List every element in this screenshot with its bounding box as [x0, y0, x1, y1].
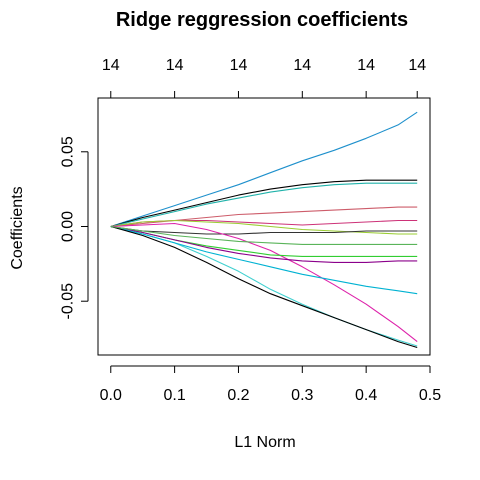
series-line-10 [110, 225, 418, 263]
plot-border [97, 97, 431, 356]
chart-title: Ridge reggression coefficients [116, 9, 408, 31]
series-line-12 [110, 225, 418, 295]
series-group [110, 111, 418, 349]
top-tick-label: 14 [166, 57, 184, 74]
x-tick-label: 0.4 [355, 387, 377, 404]
y-tick-label: 0.05 [60, 136, 77, 167]
series-line-1 [110, 111, 418, 228]
top-axis: 14 14 14 14 14 14 [102, 57, 426, 99]
x-tick-label: 0.5 [419, 387, 441, 404]
x-axis: 0.0 0.1 0.2 0.3 0.4 0.5 [100, 365, 441, 404]
plot-frame [97, 97, 431, 356]
y-axis-label: Coefficients [9, 186, 26, 269]
x-axis-label: L1 Norm [234, 434, 295, 451]
series-line-6 [110, 219, 418, 235]
x-tick-label: 0.2 [227, 387, 249, 404]
top-tick-label: 14 [102, 57, 120, 74]
y-tick-label: -0.05 [60, 283, 77, 320]
top-tick-label: 14 [408, 57, 426, 74]
series-line-7 [110, 225, 418, 235]
series-line-2 [110, 179, 418, 228]
series-line-14 [110, 225, 418, 245]
top-tick-label: 14 [293, 57, 311, 74]
y-tick-label: 0.00 [60, 211, 77, 242]
series-line-8 [110, 222, 418, 343]
x-tick-label: 0.3 [291, 387, 313, 404]
top-tick-label: 14 [357, 57, 375, 74]
series-line-13 [110, 225, 418, 349]
y-axis: -0.05 0.00 0.05 [60, 136, 89, 319]
top-tick-label: 14 [230, 57, 248, 74]
x-tick-label: 0.0 [100, 387, 122, 404]
x-tick-label: 0.1 [163, 387, 185, 404]
series-line-3 [110, 182, 418, 228]
